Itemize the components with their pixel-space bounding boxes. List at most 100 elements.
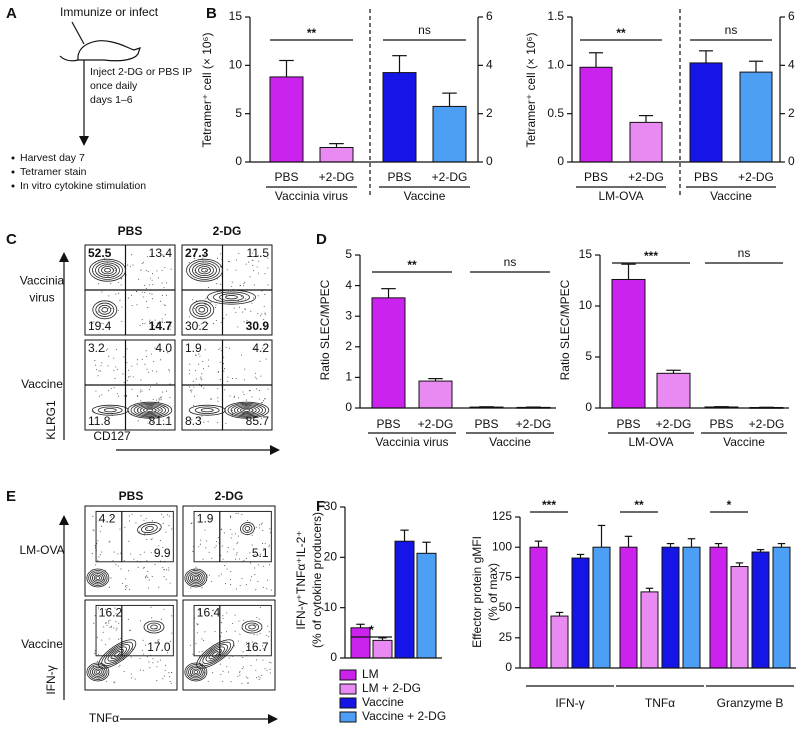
event-dot (193, 386, 195, 388)
event-dot (237, 640, 239, 642)
event-dot (94, 652, 96, 654)
event-dot (237, 300, 239, 302)
event-dot (158, 397, 160, 399)
event-dot (211, 610, 214, 612)
legend-swatch (339, 697, 357, 709)
event-dot (101, 525, 103, 528)
event-dot (233, 645, 236, 647)
event-dot (245, 557, 248, 560)
event-dot (154, 552, 156, 554)
event-dot (254, 376, 256, 378)
event-dot (227, 376, 229, 378)
event-dot (223, 356, 225, 358)
event-dot (244, 281, 246, 283)
bar (739, 71, 773, 163)
event-dot (98, 252, 100, 254)
event-dot (136, 304, 138, 306)
event-dot (145, 644, 147, 646)
event-dot (108, 355, 110, 357)
event-dot (164, 314, 166, 316)
significance-label: ns (504, 255, 517, 269)
event-dot (241, 295, 243, 298)
event-dot (218, 537, 220, 539)
event-dot (139, 620, 141, 622)
event-dot (243, 394, 245, 396)
contour (195, 264, 214, 277)
event-dot (147, 587, 149, 589)
event-dot (166, 514, 168, 516)
significance-label: ** (634, 498, 644, 512)
event-dot (132, 264, 134, 266)
event-dot (236, 552, 238, 554)
event-dot (95, 368, 97, 370)
contour (184, 662, 208, 682)
gate-value: 9.9 (154, 546, 171, 560)
event-dot (156, 409, 158, 411)
event-dot (100, 394, 102, 396)
group-label: Vaccine (710, 189, 752, 203)
event-dot (264, 256, 266, 258)
event-dot (126, 585, 128, 587)
event-dot (131, 365, 133, 367)
event-dot (158, 586, 160, 588)
event-dot (97, 375, 99, 377)
event-dot (267, 625, 269, 627)
contour (150, 624, 158, 630)
event-dot (254, 551, 256, 553)
event-dot (171, 528, 173, 530)
y-tick-label: 0.5 (547, 106, 564, 120)
event-dot (202, 558, 204, 560)
event-dot (257, 295, 259, 297)
event-dot (171, 615, 173, 617)
event-dot (214, 547, 216, 549)
event-dot (262, 648, 264, 650)
event-dot (163, 675, 166, 677)
event-dot (163, 287, 165, 289)
event-dot (259, 315, 261, 317)
event-dot (115, 366, 117, 368)
event-dot (243, 559, 245, 561)
event-dot (151, 293, 153, 295)
event-dot (247, 646, 249, 648)
event-dot (118, 638, 120, 640)
event-dot (227, 261, 229, 263)
event-dot (261, 313, 263, 315)
event-dot (107, 620, 109, 622)
event-dot (221, 545, 223, 547)
event-dot (125, 394, 127, 396)
event-dot (207, 286, 210, 289)
arrow-head (79, 136, 89, 146)
contour (207, 289, 256, 305)
event-dot (219, 266, 222, 268)
event-dot (137, 566, 139, 568)
bar (571, 557, 590, 669)
event-dot (239, 670, 241, 672)
contour (199, 641, 232, 667)
event-dot (118, 622, 120, 624)
group-label: Vaccinia virus (275, 189, 348, 203)
bar (432, 105, 467, 163)
event-dot (237, 535, 240, 537)
contour (244, 622, 260, 632)
gate-value: 16.7 (245, 640, 269, 654)
event-dot (128, 520, 131, 522)
event-dot (198, 363, 200, 365)
event-dot (165, 423, 167, 426)
event-dot (97, 283, 99, 285)
event-dot (94, 545, 96, 547)
event-dot (255, 328, 257, 330)
event-dot (116, 627, 118, 629)
event-dot (239, 284, 241, 286)
bar (772, 546, 791, 669)
event-dot (198, 651, 200, 653)
gate-value: 17.0 (147, 640, 171, 654)
event-dot (114, 681, 116, 683)
event-dot (218, 575, 220, 577)
event-dot (258, 618, 260, 620)
event-dot (160, 396, 163, 398)
event-dot (113, 682, 115, 684)
contour (91, 667, 104, 677)
event-dot (131, 254, 133, 256)
event-dot (207, 323, 209, 325)
